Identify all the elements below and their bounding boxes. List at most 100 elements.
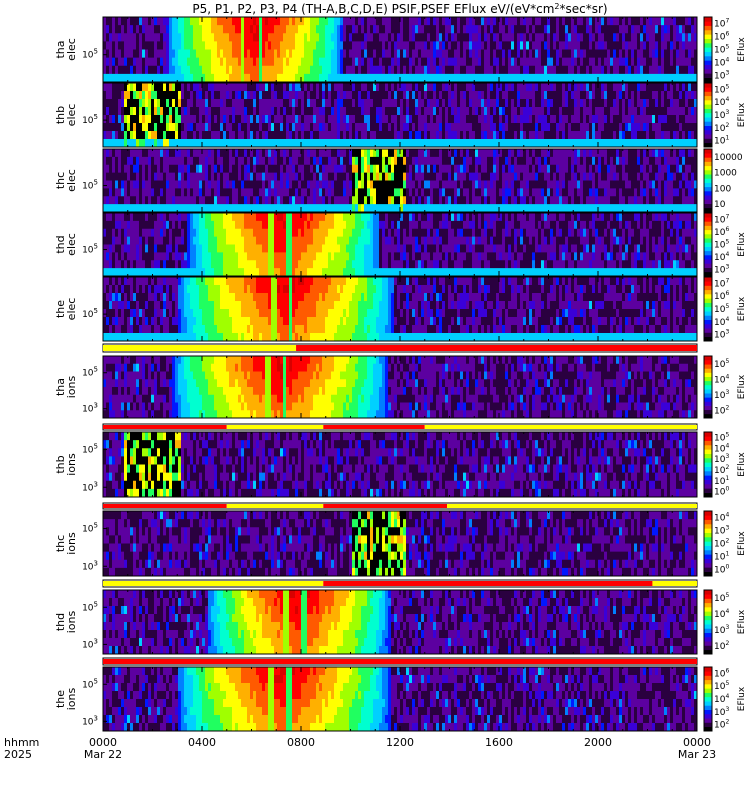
spectrogram-cells bbox=[103, 277, 698, 342]
y-axis-label: thbelec bbox=[54, 104, 78, 127]
region-bar bbox=[102, 657, 698, 666]
colorbar-tick-label: 107 bbox=[714, 277, 729, 289]
colorbar-label: EFlux bbox=[737, 37, 747, 62]
spectrogram-cells bbox=[103, 149, 698, 213]
colorbar-tick-label: 101 bbox=[714, 135, 729, 147]
colorbar-tick-label: 105 bbox=[714, 358, 729, 370]
colorbar-tick-label: 103 bbox=[714, 706, 729, 718]
y-axis-label: thdions bbox=[54, 610, 78, 633]
colorbar-tick-label: 104 bbox=[714, 693, 729, 705]
colorbar-tick-label: 1000 bbox=[714, 169, 737, 179]
colorbar-tick-label: 106 bbox=[714, 226, 729, 238]
y-tick-label: 103 bbox=[82, 402, 98, 415]
colorbar-tick-label: 107 bbox=[714, 18, 729, 30]
y-tick-label: 103 bbox=[82, 637, 98, 650]
region-segment bbox=[226, 504, 324, 508]
y-tick-label: 105 bbox=[82, 113, 98, 126]
y-axis-label: thdelec bbox=[54, 233, 78, 256]
colorbar-tick-label: 102 bbox=[714, 464, 729, 476]
y-axis-label: thaelec bbox=[54, 38, 78, 61]
y-tick-label: 105 bbox=[82, 443, 98, 456]
region-bar bbox=[102, 423, 698, 431]
colorbar-tick-label: 103 bbox=[714, 264, 729, 276]
colorbar-label: EFlux bbox=[737, 609, 747, 634]
region-segment bbox=[323, 504, 448, 508]
colorbar-tick-label: 105 bbox=[714, 680, 729, 692]
y-axis-label: thaions bbox=[54, 375, 78, 398]
colorbar-tick-label: 103 bbox=[714, 624, 729, 636]
x-date-label: Mar 23 bbox=[678, 748, 716, 761]
region-bar bbox=[102, 579, 698, 588]
colorbar-tick-label: 100 bbox=[714, 486, 729, 498]
colorbar-tick-label: 105 bbox=[714, 592, 729, 604]
y-tick-label: 105 bbox=[82, 600, 98, 613]
colorbar-tick-label: 103 bbox=[714, 453, 729, 465]
colorbar-tick-label: 10000 bbox=[714, 153, 743, 163]
colorbar-tick-label: 102 bbox=[714, 640, 729, 652]
colorbar: 10 100 1000 10000 bbox=[703, 148, 743, 213]
colorbar: 102 103 104 105 EFlux bbox=[703, 355, 747, 419]
region-segment bbox=[103, 659, 697, 664]
region-segment bbox=[323, 581, 653, 586]
colorbar-tick-label: 105 bbox=[714, 431, 729, 443]
colorbar-tick-label: 103 bbox=[714, 70, 729, 82]
x-tick-label: 0800 bbox=[287, 736, 315, 749]
region-segment bbox=[424, 425, 697, 429]
figure-title: P5, P1, P2, P3, P4 (TH-A,B,C,D,E) PSIF,P… bbox=[192, 2, 607, 16]
region-segment bbox=[103, 345, 297, 351]
y-tick-label: 103 bbox=[82, 480, 98, 493]
colorbar: 102 103 104 105 EFlux bbox=[703, 589, 747, 655]
region-segment bbox=[103, 425, 227, 429]
colorbar-tick-label: 103 bbox=[714, 525, 729, 537]
x-tick-label: 0000 bbox=[683, 736, 711, 749]
spectrogram-cells bbox=[103, 83, 698, 148]
y-axis-label: thcelec bbox=[54, 169, 78, 192]
y-tick-label: 105 bbox=[82, 677, 98, 690]
region-segment bbox=[323, 425, 425, 429]
colorbar-tick-label: 104 bbox=[714, 442, 729, 454]
x-tick-label: 1200 bbox=[386, 736, 414, 749]
region-segment bbox=[103, 504, 227, 508]
colorbar-tick-label: 106 bbox=[714, 667, 729, 679]
y-tick-label: 105 bbox=[82, 366, 98, 379]
colorbar-label: EFlux bbox=[737, 102, 747, 127]
region-segment bbox=[447, 504, 697, 508]
colorbar-tick-label: 102 bbox=[714, 538, 729, 550]
y-tick-label: 105 bbox=[82, 179, 98, 192]
panel-tha-ions: thaions 105 103 102 103 104 105 EFlux bbox=[54, 343, 747, 419]
spectrogram-cells bbox=[103, 17, 698, 83]
x-tick-label: 0400 bbox=[188, 736, 216, 749]
colorbar-label: EFlux bbox=[737, 232, 747, 257]
colorbar-label: EFlux bbox=[737, 374, 747, 399]
y-tick-label: 103 bbox=[82, 559, 98, 572]
colorbar-tick-label: 105 bbox=[714, 303, 729, 315]
colorbar-label: EFlux bbox=[737, 452, 747, 477]
colorbar-tick-label: 104 bbox=[714, 608, 729, 620]
y-tick-label: 105 bbox=[82, 243, 98, 256]
x-date-label: Mar 22 bbox=[84, 748, 122, 761]
colorbar-tick-label: 101 bbox=[714, 551, 729, 563]
y-tick-label: 105 bbox=[82, 307, 98, 320]
colorbar-tick-label: 104 bbox=[714, 96, 729, 108]
colorbar-label: EFlux bbox=[737, 686, 747, 711]
panel-thc-elec: thcelec 105 10 100 1000 10000 bbox=[54, 148, 743, 213]
colorbar-tick-label: 105 bbox=[714, 83, 729, 95]
spectrogram-cells bbox=[103, 511, 698, 577]
colorbar-tick-label: 105 bbox=[714, 44, 729, 56]
colorbar-tick-label: 102 bbox=[714, 719, 729, 731]
colorbar-tick-label: 104 bbox=[714, 316, 729, 328]
y-tick-label: 103 bbox=[82, 714, 98, 727]
colorbar-tick-label: 103 bbox=[714, 389, 729, 401]
y-axis-label: thcions bbox=[54, 532, 78, 555]
region-segment bbox=[226, 425, 324, 429]
colorbar-tick-label: 102 bbox=[714, 122, 729, 134]
colorbar-tick-label: 103 bbox=[714, 109, 729, 121]
